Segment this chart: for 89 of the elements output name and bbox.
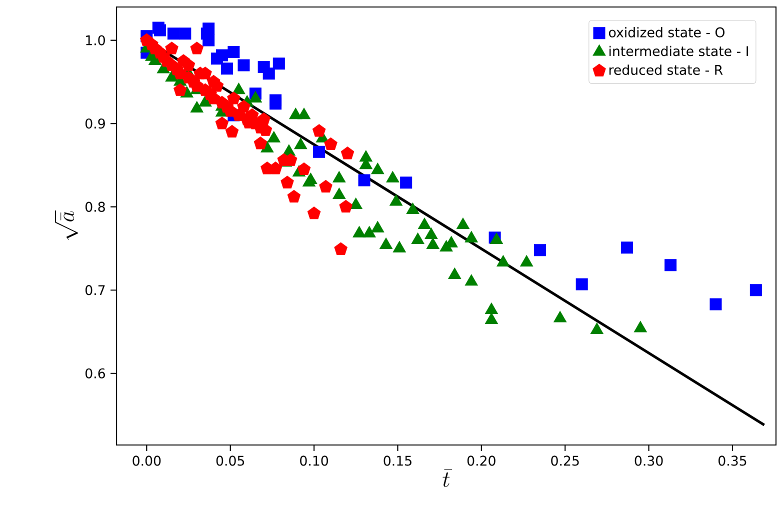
point [207, 74, 220, 88]
x-tick-label: 0.20 [467, 456, 496, 466]
point [179, 28, 192, 40]
y-tick-label: 0.7 [86, 285, 105, 296]
point [267, 131, 280, 142]
legend-label: oxidized state - O [608, 27, 724, 38]
point [312, 124, 326, 137]
x-tick-label: 0.00 [132, 456, 161, 466]
point [380, 238, 393, 250]
point [202, 34, 215, 46]
point [190, 42, 204, 54]
point [258, 123, 272, 136]
point [202, 22, 215, 35]
point [340, 146, 354, 160]
point [272, 58, 285, 70]
point [424, 228, 438, 240]
legend-label: reduced state - R [609, 64, 723, 75]
point [371, 221, 384, 232]
point [352, 226, 366, 238]
x-tick-label: 0.10 [300, 456, 328, 466]
point [167, 28, 180, 40]
point [464, 231, 478, 242]
point [280, 176, 294, 188]
point [190, 101, 204, 112]
point [215, 116, 229, 130]
x-axis-title: $\bar{t}$ [442, 469, 452, 487]
point [287, 190, 301, 203]
point [174, 83, 187, 96]
x-tick-label: 0.15 [384, 456, 412, 466]
y-axis-title: $\sqrt{\bar{a}}$ [55, 210, 78, 240]
y-tick-label: 0.6 [86, 368, 105, 378]
x-tick-label: 0.30 [634, 456, 663, 466]
point [248, 91, 262, 102]
x-tick-label: 0.05 [216, 456, 244, 466]
point [238, 59, 250, 72]
point [484, 312, 498, 324]
point [228, 46, 240, 58]
point [496, 255, 510, 266]
y-tick-label: 0.9 [86, 118, 105, 129]
point [232, 82, 246, 94]
point [254, 136, 268, 150]
point [297, 162, 311, 176]
point [484, 302, 498, 314]
point [554, 310, 567, 322]
point [165, 42, 178, 54]
point [216, 49, 228, 62]
point [392, 241, 406, 252]
point [324, 137, 338, 150]
x-tick-label: 0.25 [551, 456, 579, 466]
point [400, 176, 412, 189]
y-tick-label: 0.8 [86, 202, 105, 212]
point [406, 202, 420, 214]
point [386, 171, 400, 182]
point [225, 124, 239, 138]
point [520, 255, 534, 266]
point [313, 146, 326, 158]
point [358, 174, 370, 186]
point [304, 172, 318, 184]
point [590, 322, 604, 334]
point [182, 58, 196, 71]
point [349, 198, 362, 210]
point [262, 68, 275, 80]
point [362, 226, 376, 238]
point [334, 242, 348, 255]
point [339, 200, 352, 212]
point [270, 98, 282, 110]
point [307, 206, 321, 220]
point [456, 218, 470, 230]
point [332, 171, 346, 182]
point [298, 108, 311, 120]
y-tick-label: 1.0 [86, 35, 105, 46]
point [426, 238, 440, 250]
point [237, 100, 250, 113]
point [227, 92, 240, 104]
point [154, 24, 166, 36]
point [418, 218, 432, 230]
point [294, 138, 308, 150]
point [221, 62, 234, 75]
point [371, 162, 384, 174]
point [448, 268, 462, 279]
point [464, 274, 478, 286]
point [634, 320, 647, 332]
point [390, 194, 403, 206]
point [319, 180, 332, 193]
point [411, 232, 424, 244]
legend-label: intermediate state - I [610, 46, 748, 56]
point [257, 112, 270, 126]
x-tick-label: 0.35 [718, 456, 746, 466]
point [332, 188, 346, 200]
